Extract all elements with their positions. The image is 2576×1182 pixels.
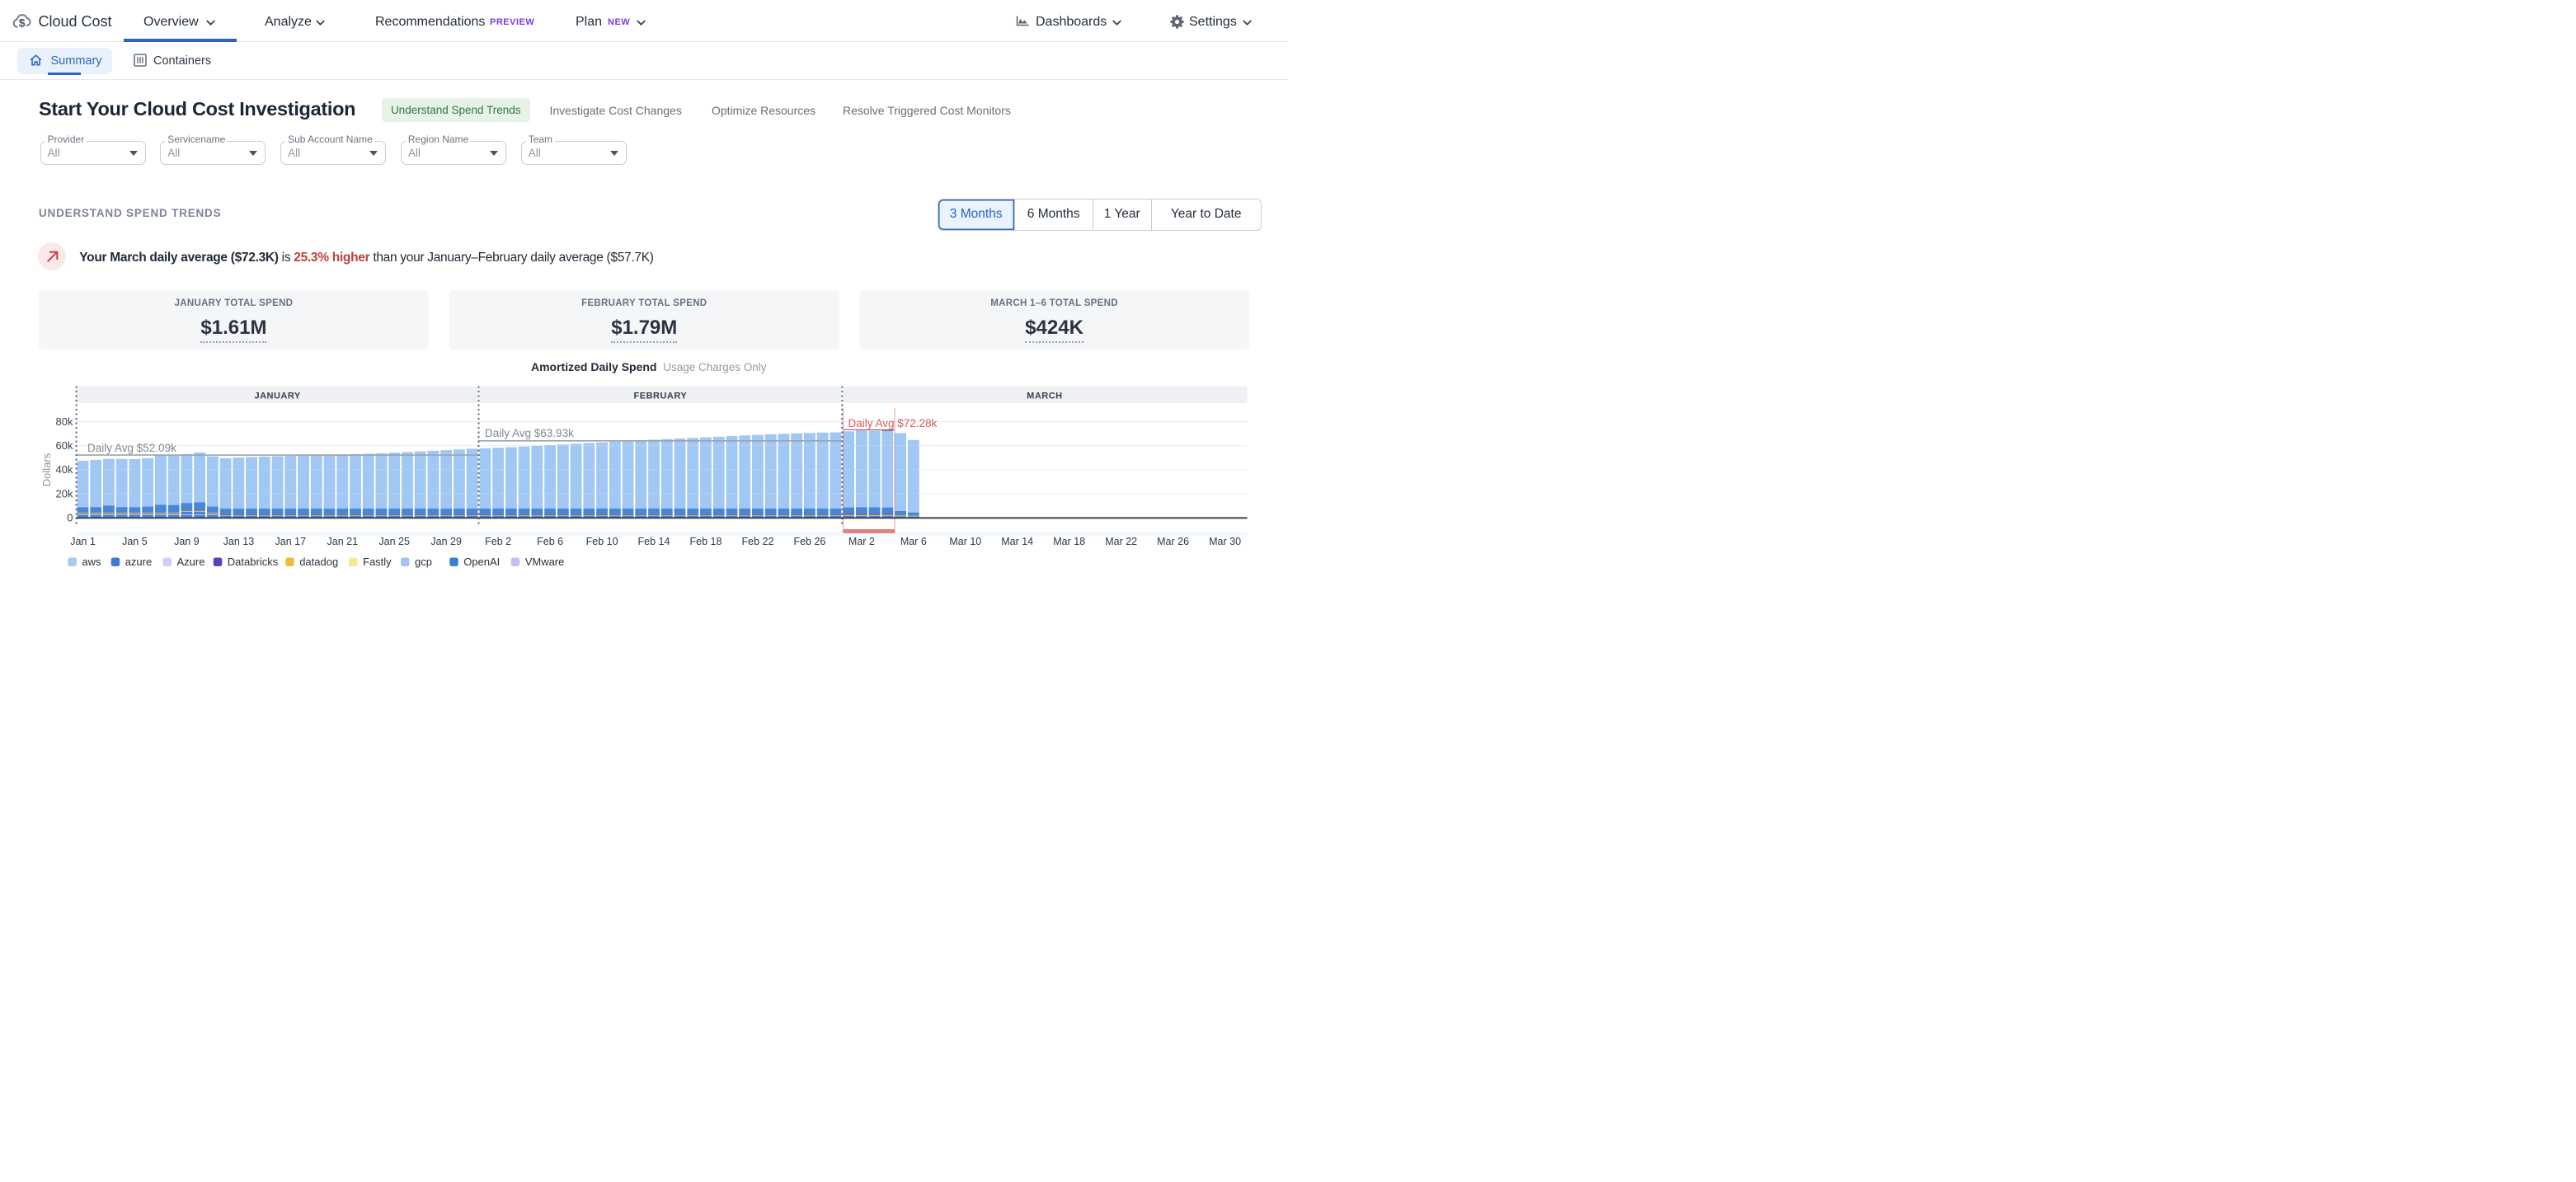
svg-text:Fastly: Fastly <box>363 556 392 568</box>
svg-text:0: 0 <box>67 511 73 523</box>
svg-text:aws: aws <box>82 556 101 568</box>
svg-text:$: $ <box>18 16 25 29</box>
svg-text:Azure: Azure <box>177 556 205 568</box>
svg-text:Mar 22: Mar 22 <box>1105 536 1137 547</box>
svg-text:20k: 20k <box>56 487 73 500</box>
svg-text:Feb 10: Feb 10 <box>586 536 618 547</box>
svg-text:Mar 18: Mar 18 <box>1053 536 1085 547</box>
svg-text:Feb 26: Feb 26 <box>793 536 825 547</box>
svg-text:Jan 29: Jan 29 <box>430 536 462 547</box>
svg-text:40k: 40k <box>56 463 73 476</box>
svg-text:Jan 5: Jan 5 <box>122 536 148 547</box>
svg-text:Jan 25: Jan 25 <box>378 536 410 547</box>
svg-text:Feb 14: Feb 14 <box>638 536 670 547</box>
svg-text:Databricks: Databricks <box>228 556 279 568</box>
svg-text:Jan 17: Jan 17 <box>275 536 307 547</box>
svg-text:datadog: datadog <box>299 556 338 568</box>
svg-text:Mar 6: Mar 6 <box>900 536 927 547</box>
svg-text:Jan 9: Jan 9 <box>174 536 200 547</box>
svg-text:MARCH: MARCH <box>1027 392 1062 401</box>
svg-text:Daily Avg $52.09k: Daily Avg $52.09k <box>87 442 176 454</box>
svg-text:60k: 60k <box>56 439 73 452</box>
svg-text:Mar 2: Mar 2 <box>848 536 875 547</box>
svg-text:Jan 21: Jan 21 <box>327 536 359 547</box>
svg-text:VMware: VMware <box>525 556 565 568</box>
svg-text:OpenAI: OpenAI <box>463 556 500 568</box>
svg-text:Daily Avg $63.93k: Daily Avg $63.93k <box>485 427 574 439</box>
svg-text:JANUARY: JANUARY <box>254 392 300 401</box>
svg-text:Feb 18: Feb 18 <box>690 536 722 547</box>
svg-text:Dollars: Dollars <box>40 453 53 486</box>
svg-text:Mar 26: Mar 26 <box>1157 536 1189 547</box>
svg-text:gcp: gcp <box>415 556 432 568</box>
svg-text:Feb 6: Feb 6 <box>537 536 563 547</box>
svg-text:Mar 14: Mar 14 <box>1001 536 1033 547</box>
svg-text:Mar 30: Mar 30 <box>1209 536 1241 547</box>
svg-text:80k: 80k <box>56 415 73 428</box>
svg-text:Jan 13: Jan 13 <box>223 536 255 547</box>
svg-text:Feb 2: Feb 2 <box>485 536 511 547</box>
svg-text:azure: azure <box>125 556 153 568</box>
svg-text:FEBRUARY: FEBRUARY <box>634 392 688 401</box>
svg-text:Jan 1: Jan 1 <box>70 536 96 547</box>
svg-text:Feb 22: Feb 22 <box>742 536 774 547</box>
svg-text:Mar 10: Mar 10 <box>949 536 981 547</box>
svg-text:Daily Avg $72.28k: Daily Avg $72.28k <box>848 417 938 429</box>
